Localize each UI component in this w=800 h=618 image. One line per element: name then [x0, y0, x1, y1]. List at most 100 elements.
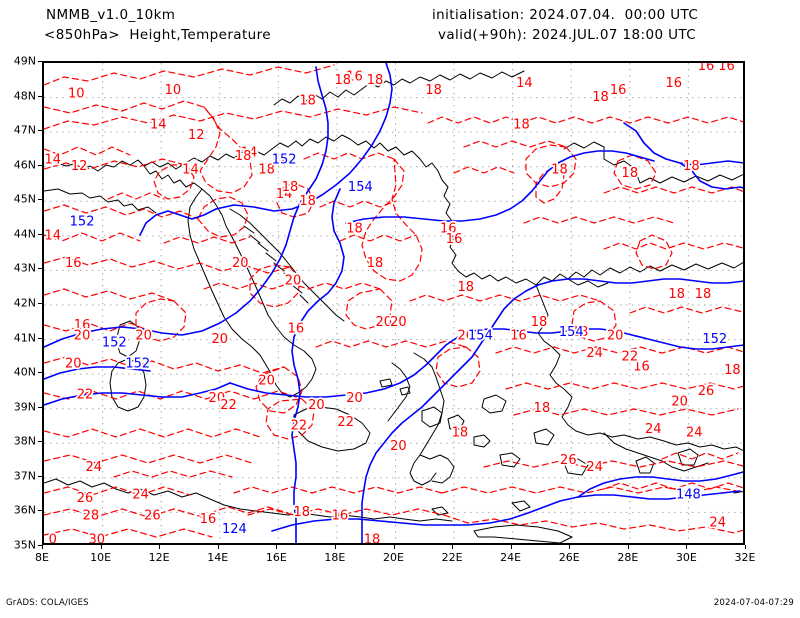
temperature-contour-label: 0: [49, 533, 57, 543]
temperature-contour-label: 18: [364, 533, 381, 543]
temperature-contour-label: 14: [45, 152, 62, 167]
temperature-contour-label: 18: [293, 505, 310, 520]
temperature-contour-label: 18: [346, 221, 363, 236]
temperature-contour-label: 18: [258, 163, 275, 178]
temperature-contour-label: 22: [220, 398, 237, 413]
temperature-contour-label: 20: [232, 256, 249, 271]
temperature-contour-label: 18: [551, 163, 568, 178]
temperature-contour-label: 16: [332, 508, 349, 523]
temperature-contour-label: 18: [367, 256, 384, 271]
temperature-contour-label: 24: [709, 515, 726, 530]
longitude-tick-mark: [627, 545, 629, 549]
temperature-contour-label: 18: [724, 363, 741, 378]
temperature-contour-label: 20: [258, 374, 275, 389]
temperature-contour-label: 20: [390, 315, 407, 330]
temperature-contour-label: 16: [288, 322, 305, 337]
temperature-contour-label: 20: [74, 329, 91, 344]
temperature-contour-label: 22: [622, 349, 639, 364]
temperature-contour-label: 14: [182, 163, 199, 178]
temperature-contour-label: 16: [718, 63, 735, 74]
latitude-tick-label: 45N: [13, 192, 36, 206]
temperature-contour-label: 18: [367, 256, 384, 271]
temperature-contour-label: 18: [282, 180, 299, 195]
temperature-contour-label: 18: [531, 315, 548, 330]
longitude-tick-mark: [100, 545, 102, 549]
temperature-contour-label: 16: [665, 76, 682, 91]
temperature-contour-label: 24: [86, 460, 103, 475]
height-contour-label: 148: [676, 488, 701, 503]
height-contour-label: 154: [559, 325, 584, 340]
temperature-contour-label: 20: [346, 391, 363, 406]
temperature-contour-label: 22: [337, 415, 354, 430]
temperature-contour-label: 18: [367, 73, 384, 88]
temperature-contour-label: 14: [276, 187, 293, 202]
temperature-contour-label: 16: [74, 318, 91, 333]
temperature-contour-label: 18: [683, 159, 700, 174]
height-contour-label: 124: [222, 522, 247, 537]
latitude-tick-label: 46N: [13, 158, 36, 172]
temperature-contour-label: 26: [144, 508, 161, 523]
longitude-tick-label: 22E: [441, 551, 463, 564]
temperature-contour-label: 16: [346, 69, 363, 84]
latitude-tick-mark: [38, 130, 42, 132]
temperature-contour-label: 14: [516, 76, 533, 91]
temperature-contour-label: 18: [452, 425, 469, 440]
temperature-contour-label: 12: [188, 128, 205, 143]
temperature-contour-label: 24: [645, 422, 662, 437]
grads-credit: GrADS: COLA/IGES: [6, 598, 89, 608]
latitude-tick-label: 48N: [13, 89, 36, 103]
temperature-contour-label: 14: [182, 163, 199, 178]
temperature-contour-label: 24: [132, 488, 149, 503]
latitude-tick-label: 40N: [13, 365, 36, 379]
temperature-contour-label: 20: [671, 394, 688, 409]
longitude-tick-label: 28E: [617, 551, 639, 564]
temperature-contour-label: 14: [150, 118, 167, 133]
temperature-contour-label: 30: [88, 533, 105, 543]
temperature-contour-label: 18: [572, 325, 589, 340]
latitude-tick-mark: [38, 164, 42, 166]
temperature-contour-label: 12: [71, 159, 88, 174]
temperature-contour-label: 18: [235, 149, 252, 164]
latitude-tick-label: 43N: [13, 261, 36, 275]
temperature-contour-label: 24: [586, 460, 603, 475]
latitude-tick-mark: [38, 61, 42, 62]
height-contours: [44, 63, 743, 543]
temperature-contour-label: 16: [65, 256, 82, 271]
temperature-contour-label: 18: [293, 505, 310, 520]
temperature-contour-label: 20: [232, 256, 249, 271]
temperature-contour-label: 18: [346, 221, 363, 236]
temperature-contour-label: 24: [686, 425, 703, 440]
temperature-contour-label: 20: [458, 329, 475, 344]
temperature-contour-label: 18: [551, 163, 568, 178]
temperature-contour-label: 18: [622, 166, 639, 181]
temperature-contour-label: 20: [65, 356, 82, 371]
valid-time: valid(+90h): 2024.JUL.07 18:00 UTC: [438, 27, 697, 43]
temperature-contour-label: 28: [83, 508, 100, 523]
temperature-contour-label: 18: [695, 287, 712, 302]
temperature-contour-label: 26: [698, 384, 715, 399]
temperature-contour-label: 18: [425, 83, 442, 98]
temperature-contour-label: 20: [308, 398, 325, 413]
temperature-contour-label: 22: [337, 415, 354, 430]
field-description: <850hPa> Height,Temperature: [44, 27, 271, 43]
longitude-tick-mark: [393, 545, 395, 549]
temperature-contour-label: 22: [291, 419, 308, 434]
height-contour-label: 152: [102, 336, 127, 351]
latitude-tick-mark: [38, 233, 42, 235]
temperature-contour-label: 16: [633, 360, 650, 375]
initialisation-time: initialisation: 2024.07.04. 00:00 UTC: [432, 7, 699, 23]
temperature-contour-label: 18: [668, 287, 685, 302]
temperature-contour-label: 24: [686, 425, 703, 440]
temperature-contour-label: 24: [586, 346, 603, 361]
temperature-contour-label: 10: [68, 87, 85, 102]
temperature-contour-label: 20: [376, 315, 393, 330]
temperature-contour-label: 20: [376, 315, 393, 330]
temperature-contour-label: 20: [285, 273, 302, 288]
longitude-tick-mark: [276, 545, 278, 549]
temperature-contour-label: 18: [695, 287, 712, 302]
temperature-contour-label: 12: [188, 128, 205, 143]
temperature-contour-label: 24: [132, 488, 149, 503]
height-contour-label: 152: [125, 356, 150, 371]
temperature-contour-label: 20: [607, 329, 624, 344]
